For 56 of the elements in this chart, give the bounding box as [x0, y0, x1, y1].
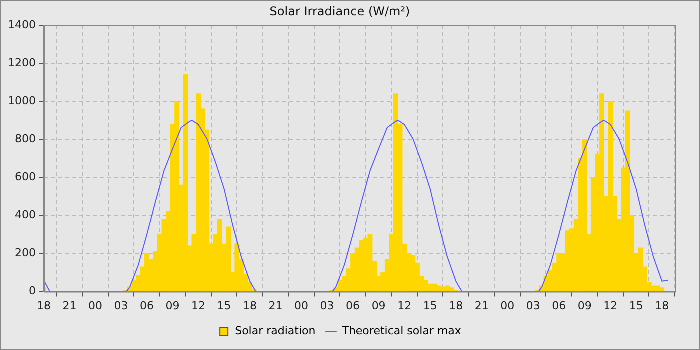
y-tick-label: 200: [14, 246, 36, 260]
x-tick-label: 00: [294, 299, 309, 312]
x-tick-label: 06: [346, 299, 360, 312]
x-tick-label: 15: [629, 299, 644, 312]
y-tick-label: 600: [14, 170, 36, 184]
x-tick-label: 06: [140, 299, 154, 312]
bar: [660, 288, 665, 292]
x-tick-label: 09: [578, 299, 592, 312]
bar: [608, 101, 614, 292]
bar: [410, 255, 416, 292]
x-tick-label: 09: [372, 299, 386, 312]
x-tick-label: 09: [166, 299, 180, 312]
bar: [432, 284, 438, 292]
x-tick-label: 12: [192, 299, 206, 312]
bar: [565, 230, 570, 292]
bar: [600, 94, 605, 292]
bar: [449, 288, 454, 292]
x-tick-label: 15: [217, 299, 232, 312]
x-tick-label: 15: [423, 299, 438, 312]
x-tick-label: 03: [526, 299, 540, 312]
x-tick-label: 03: [114, 299, 128, 312]
x-tick-label: 00: [500, 299, 515, 312]
bar: [556, 253, 562, 292]
x-tick-label: 21: [474, 299, 489, 312]
y-tick-label: 1400: [8, 18, 36, 32]
x-tick-label: 00: [88, 299, 103, 312]
x-tick-label: 21: [62, 299, 77, 312]
bar: [440, 286, 446, 292]
legend-label: Solar radiation: [235, 324, 316, 338]
x-tick-label: 18: [243, 299, 258, 312]
bar: [424, 280, 429, 292]
y-tick-label: 1000: [8, 94, 36, 108]
bar: [234, 244, 240, 292]
x-tick-label: 03: [320, 299, 334, 312]
bar: [359, 240, 364, 292]
x-tick-label: 18: [449, 299, 464, 312]
x-tick-label: 18: [655, 299, 670, 312]
y-tick-label: 1200: [8, 56, 36, 70]
chart-title: Solar Irradiance (W/m²): [270, 4, 410, 18]
bar: [638, 248, 644, 292]
x-tick-label: 12: [398, 299, 412, 312]
legend-label: Theoretical solar max: [341, 324, 462, 338]
bar: [625, 110, 630, 292]
y-tick-label: 0: [28, 284, 36, 298]
bar: [582, 139, 588, 292]
x-tick-label: 21: [268, 299, 283, 312]
x-tick-label: 18: [36, 299, 51, 312]
bar: [174, 101, 180, 292]
bar: [226, 226, 232, 292]
x-tick-label: 06: [552, 299, 566, 312]
x-tick-label: 12: [604, 299, 618, 312]
bar: [363, 238, 368, 292]
y-tick-label: 400: [14, 208, 36, 222]
bar: [183, 74, 188, 292]
y-tick-label: 800: [14, 132, 36, 146]
bar: [196, 94, 202, 292]
